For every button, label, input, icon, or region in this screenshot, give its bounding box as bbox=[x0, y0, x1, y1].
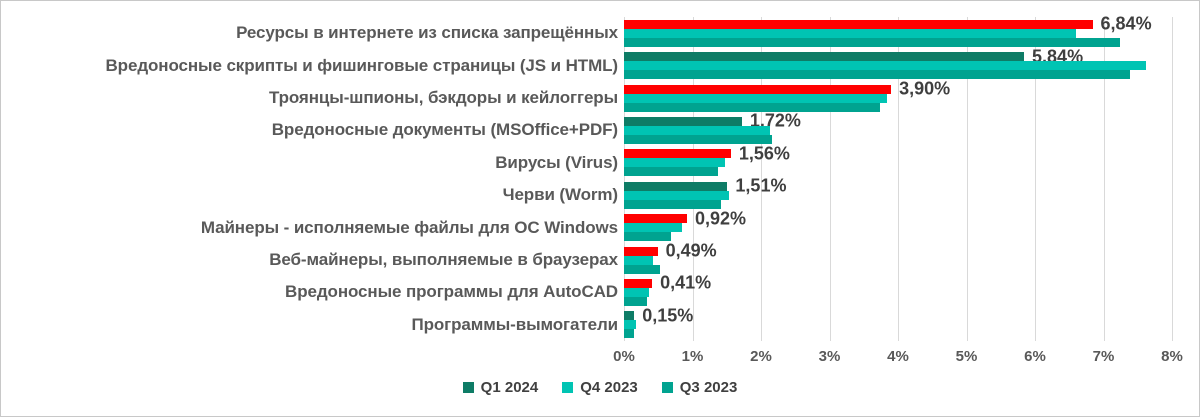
bar-q3-2023 bbox=[624, 329, 634, 339]
bar-q1-2024: 0,49% bbox=[624, 241, 717, 261]
bar-q1-2024: 1,51% bbox=[624, 176, 786, 196]
x-tick-label: 7% bbox=[1092, 348, 1115, 365]
category-label: Веб-майнеры, выполняемые в браузерах bbox=[269, 250, 618, 270]
bar-group: 0,41% bbox=[624, 273, 1172, 308]
gridline bbox=[624, 17, 625, 341]
gridline bbox=[898, 17, 899, 341]
legend-swatch-icon bbox=[462, 381, 474, 393]
legend-swatch-icon bbox=[661, 381, 673, 393]
bar-q3-2023 bbox=[624, 296, 648, 306]
bar-q3-2023 bbox=[624, 167, 718, 177]
x-tick-label: 5% bbox=[955, 348, 978, 365]
bar-group: 0,92% bbox=[624, 208, 1172, 243]
bar-q1-2024: 0,15% bbox=[624, 305, 693, 325]
category-label: Вредоносные программы для AutoCAD bbox=[285, 282, 618, 302]
legend-label: Q1 2024 bbox=[480, 378, 539, 396]
x-tick-label: 2% bbox=[750, 348, 772, 365]
bar-group: 1,72% bbox=[624, 111, 1172, 146]
legend-item: Q4 2023 bbox=[562, 379, 638, 396]
gridline bbox=[966, 17, 968, 341]
bar-q1-2024: 0,41% bbox=[624, 273, 711, 293]
bar-group: 3,90% bbox=[624, 79, 1172, 114]
bar-q3-2023 bbox=[624, 232, 671, 242]
gridline bbox=[829, 17, 831, 341]
value-label: 0,49% bbox=[665, 240, 717, 261]
bar-q4-2023 bbox=[624, 190, 730, 200]
value-label: 6,84% bbox=[1100, 13, 1152, 34]
gridline bbox=[1035, 17, 1036, 341]
bar-q1-2024: 0,92% bbox=[624, 208, 746, 228]
x-tick-label: 6% bbox=[1024, 348, 1046, 365]
category-label: Вирусы (Virus) bbox=[495, 152, 618, 172]
value-label: 0,41% bbox=[660, 272, 712, 293]
bar-q3-2023 bbox=[624, 264, 661, 274]
x-tick-label: 4% bbox=[887, 348, 909, 365]
category-label: Черви (Worm) bbox=[502, 185, 618, 205]
plot-area: 6,84% 5,84% 3,90% 1,72% 1,56% 1,51% 0,92% 0,49%… bbox=[624, 14, 1173, 341]
bar-group: 6,84% bbox=[624, 14, 1172, 49]
x-axis: 0% 1% 2% 3% 4% 5% 6% 7% 8% bbox=[613, 342, 1183, 368]
category-label: Вредоносные скрипты и фишинговые страниц… bbox=[105, 55, 619, 75]
category-label: Вредоносные документы (MSOffice+PDF) bbox=[271, 120, 618, 140]
legend-label: Q4 2023 bbox=[580, 378, 638, 396]
value-label: 1,56% bbox=[738, 143, 790, 164]
category-label: Программы-вымогатели bbox=[411, 314, 618, 334]
category-label: Майнеры - исполняемые файлы для ОС Windo… bbox=[200, 217, 618, 237]
legend-label: Q3 2023 bbox=[679, 378, 738, 396]
category-label: Троянцы-шпионы, бэкдоры и кейлоггеры bbox=[268, 88, 618, 108]
x-tick-label: 0% bbox=[613, 348, 635, 365]
bar-group: 0,15% bbox=[624, 305, 1172, 341]
bar-q1-2024: 1,72% bbox=[624, 111, 801, 131]
gridline bbox=[1172, 17, 1173, 341]
legend-item: Q1 2024 bbox=[462, 378, 539, 396]
bar-q3-2023 bbox=[624, 102, 881, 112]
bar-q3-2023 bbox=[624, 37, 1120, 47]
bar-q4-2023 bbox=[624, 255, 654, 265]
legend-item: Q3 2023 bbox=[661, 378, 738, 396]
bar-q4-2023 bbox=[624, 61, 1146, 71]
gridline bbox=[692, 17, 694, 341]
bar-q4-2023 bbox=[624, 223, 682, 233]
x-tick-label: 1% bbox=[681, 348, 704, 365]
bar-group: 1,51% bbox=[624, 176, 1172, 211]
x-tick-label: 3% bbox=[818, 348, 841, 365]
x-tick-label: 8% bbox=[1161, 348, 1183, 365]
bar-q4-2023 bbox=[624, 287, 649, 297]
bar-q4-2023 bbox=[624, 320, 637, 330]
bar-q1-2024: 6,84% bbox=[624, 14, 1152, 34]
bar-q3-2023 bbox=[624, 199, 721, 209]
category-label: Ресурсы в интернете из списка запрещённы… bbox=[236, 23, 618, 43]
bar-groups: 6,84% 5,84% 3,90% 1,72% 1,56% 1,51% 0,92% 0,49%… bbox=[624, 14, 1172, 341]
gridline bbox=[1103, 17, 1105, 341]
value-label: 0,15% bbox=[642, 305, 694, 326]
value-label: 3,90% bbox=[899, 78, 951, 99]
bar-group: 5,84% bbox=[624, 46, 1172, 81]
bar-q4-2023 bbox=[624, 125, 770, 135]
bar-q4-2023 bbox=[624, 93, 888, 103]
bar-q1-2024: 3,90% bbox=[624, 79, 950, 99]
bar-q3-2023 bbox=[624, 134, 772, 144]
legend-swatch-icon bbox=[562, 381, 574, 393]
category-axis: Ресурсы в интернете из списка запрещённы… bbox=[1, 17, 619, 341]
bar-q4-2023 bbox=[624, 28, 1077, 38]
gridline bbox=[761, 17, 762, 341]
legend: Q1 2024 Q4 2023 Q3 2023 bbox=[1, 373, 1199, 401]
bar-q1-2024: 5,84% bbox=[624, 46, 1083, 66]
bar-group: 0,49% bbox=[624, 241, 1172, 276]
bar-q3-2023 bbox=[624, 70, 1130, 80]
value-label: 1,51% bbox=[735, 175, 787, 196]
value-label: 0,92% bbox=[695, 208, 747, 229]
bar-group: 1,56% bbox=[624, 143, 1172, 179]
bar-q4-2023 bbox=[624, 158, 726, 168]
bar-q1-2024: 1,56% bbox=[624, 143, 790, 163]
